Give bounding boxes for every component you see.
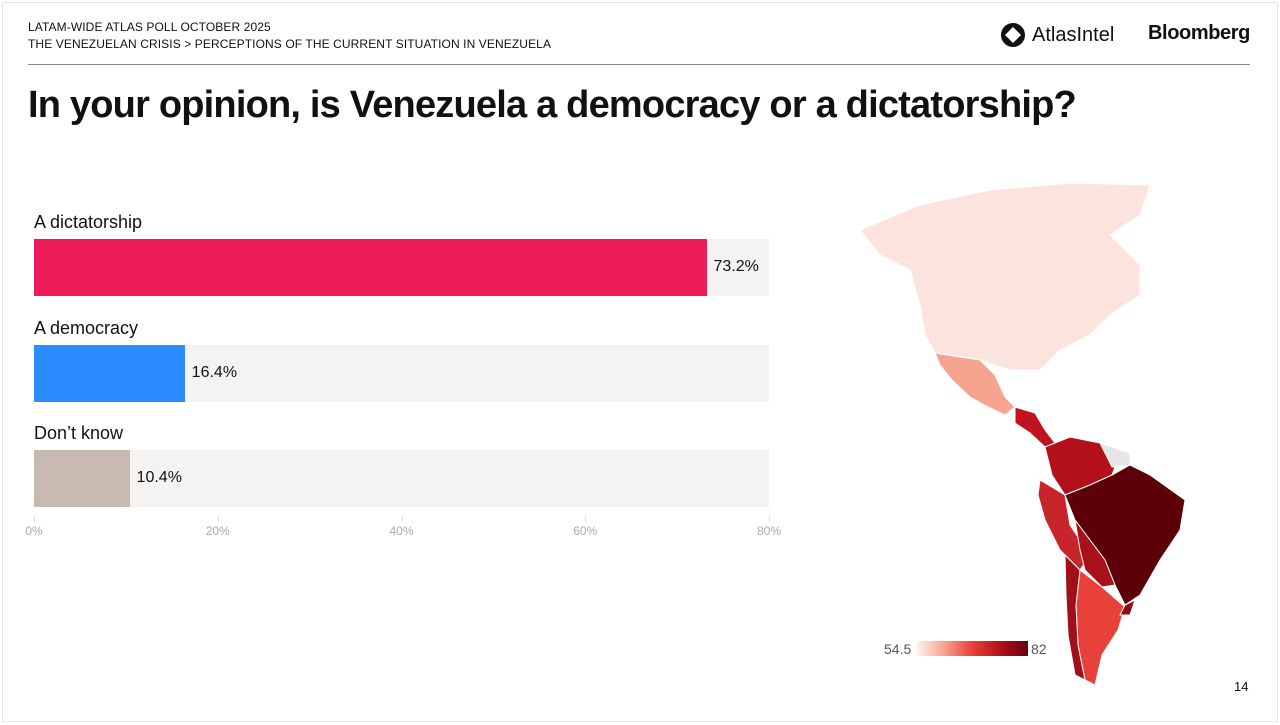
map-uruguay bbox=[1119, 599, 1136, 616]
map-mexico bbox=[934, 352, 1016, 416]
tick-mark bbox=[769, 516, 770, 522]
atlasintel-text: AtlasIntel bbox=[1032, 23, 1115, 46]
tick-label: 20% bbox=[205, 524, 230, 538]
atlasintel-logo: AtlasIntel bbox=[1000, 22, 1114, 48]
bar-track: 73.2% bbox=[34, 239, 769, 296]
map-central-america bbox=[1014, 406, 1056, 448]
bar bbox=[34, 450, 130, 507]
category-label: Don’t know bbox=[34, 423, 124, 443]
tick-mark bbox=[401, 516, 403, 522]
tick-label: 60% bbox=[573, 524, 598, 538]
tick-label: 80% bbox=[756, 524, 782, 538]
value-label: 10.4% bbox=[136, 469, 182, 486]
color-scale-bar bbox=[916, 641, 1028, 656]
bar-track: 10.4% bbox=[34, 450, 769, 507]
legend-min: 54.5 bbox=[884, 641, 912, 657]
bar-track: 16.4% bbox=[34, 345, 769, 402]
header-divider bbox=[28, 64, 1250, 65]
bar bbox=[34, 239, 707, 296]
breadcrumb: THE VENEZUELAN CRISIS > PERCEPTIONS OF T… bbox=[28, 37, 552, 51]
bloomberg-logo: Bloomberg bbox=[1148, 22, 1250, 44]
page-number: 14 bbox=[1234, 679, 1249, 694]
atlas-diamond-icon bbox=[1001, 23, 1025, 47]
value-label: 16.4% bbox=[191, 364, 238, 381]
legend-max: 82 bbox=[1031, 641, 1047, 657]
category-label: A dictatorship bbox=[34, 212, 143, 232]
tick-mark bbox=[585, 516, 587, 522]
kicker: LATAM-WIDE ATLAS POLL OCTOBER 2025 bbox=[28, 20, 271, 34]
tick-label: 0% bbox=[25, 524, 43, 538]
tick-mark bbox=[34, 516, 35, 522]
map-bolivia-paraguay bbox=[1074, 519, 1116, 588]
americas-map bbox=[859, 182, 1186, 686]
bar bbox=[34, 345, 185, 402]
map-chile bbox=[1064, 553, 1086, 681]
chart-title: In your opinion, is Venezuela a democrac… bbox=[28, 84, 1077, 126]
value-label: 73.2% bbox=[713, 258, 759, 275]
category-label: A democracy bbox=[34, 318, 139, 338]
map-north-america bbox=[859, 182, 1151, 371]
tick-label: 40% bbox=[389, 524, 414, 538]
tick-mark bbox=[217, 516, 219, 522]
